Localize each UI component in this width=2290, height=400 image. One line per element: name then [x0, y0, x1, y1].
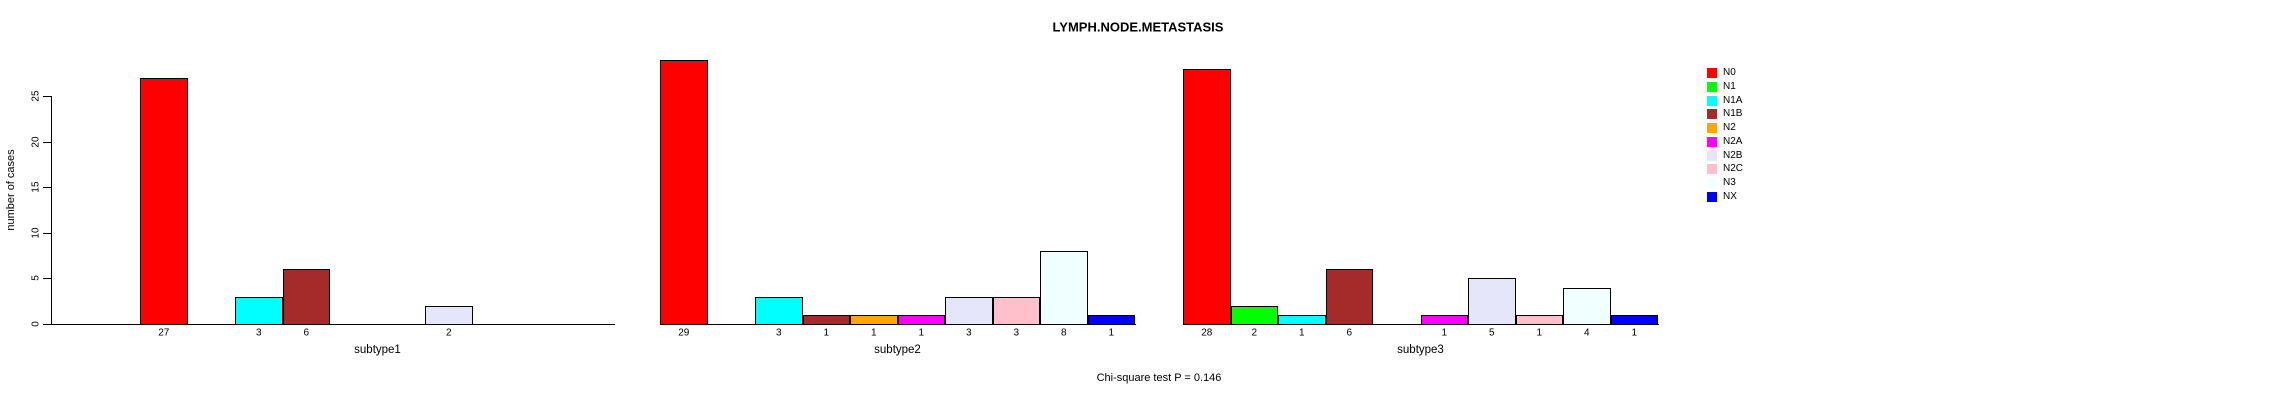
- legend-row-n2c: N2C: [1707, 163, 1744, 175]
- legend-row-n1a: N1A: [1707, 94, 1743, 106]
- legend-label: N2C: [1723, 163, 1744, 175]
- y-tick-mark: [43, 232, 51, 234]
- chi-square-footnote: Chi-square test P = 0.146: [1096, 372, 1222, 384]
- legend-row-n2: N2: [1707, 122, 1736, 134]
- bar-value-label: 3: [775, 327, 782, 339]
- panel-xlabel-subtype3: subtype3: [1397, 344, 1444, 356]
- legend-swatch-icon: [1707, 81, 1717, 92]
- bar-value-label: 8: [1060, 327, 1067, 339]
- bar-value-label: 1: [1108, 327, 1115, 339]
- legend-row-n2b: N2B: [1707, 149, 1743, 161]
- y-tick-label: 15: [30, 181, 42, 193]
- legend-row-n0: N0: [1707, 68, 1736, 78]
- legend-label: N3: [1723, 177, 1736, 189]
- bar-value-label: 4: [1583, 327, 1590, 339]
- legend-swatch-icon: [1707, 178, 1717, 189]
- bar-value-label: 2: [1251, 327, 1258, 339]
- legend-swatch-icon: [1707, 109, 1717, 120]
- legend-label: N2B: [1723, 149, 1743, 161]
- bar-value-label: 1: [918, 327, 925, 339]
- legend-label: N1A: [1723, 94, 1743, 106]
- bar-n1b: [802, 314, 850, 325]
- legend-label: N2A: [1723, 135, 1743, 147]
- bar-value-label: 5: [1488, 327, 1495, 339]
- panel-xlabel-subtype2: subtype2: [874, 344, 921, 356]
- bar-value-label: 1: [1631, 327, 1638, 339]
- bar-n1a: [1278, 314, 1326, 325]
- y-tick-label: 25: [30, 90, 42, 102]
- bar-n2: [850, 314, 898, 325]
- bar-n2b: [1468, 278, 1516, 325]
- bar-n3: [1563, 287, 1611, 325]
- bar-value-label: 6: [303, 327, 310, 339]
- legend-swatch-icon: [1707, 95, 1717, 106]
- bar-value-label: 3: [965, 327, 972, 339]
- y-tick-mark: [43, 324, 51, 325]
- y-tick-mark: [43, 278, 51, 280]
- legend-row-n1b: N1B: [1707, 108, 1743, 120]
- y-tick-label: 10: [30, 227, 42, 239]
- y-tick-label: 0: [30, 321, 42, 327]
- legend-swatch-icon: [1707, 68, 1717, 78]
- bar-value-label: 28: [1201, 327, 1213, 339]
- bar-n3: [1040, 251, 1088, 325]
- bar-value-label: 1: [1441, 327, 1448, 339]
- bar-n1a: [755, 296, 803, 325]
- legend-label: N2: [1723, 122, 1736, 134]
- bar-n1: [1230, 305, 1278, 325]
- legend-row-n1: N1: [1707, 80, 1736, 92]
- bar-value-label: 1: [1298, 327, 1305, 339]
- bar-n2c: [1515, 314, 1563, 325]
- legend-label: N1B: [1723, 108, 1743, 120]
- bar-value-label: 1: [1536, 327, 1543, 339]
- bar-value-label: 6: [1346, 327, 1353, 339]
- y-tick-mark: [43, 141, 51, 143]
- panel-baseline: [51, 324, 615, 325]
- legend-label: N1: [1723, 80, 1736, 92]
- y-tick-mark: [43, 96, 51, 97]
- y-tick-label: 5: [30, 275, 42, 282]
- bar-n0: [1183, 68, 1231, 325]
- legend-row-nx: NX: [1707, 191, 1737, 203]
- bar-n2a: [1420, 314, 1468, 325]
- legend-label: NX: [1723, 191, 1737, 203]
- y-tick-mark: [43, 187, 51, 189]
- bar-value-label: 1: [870, 327, 877, 339]
- legend-row-n2a: N2A: [1707, 135, 1743, 147]
- bar-n2a: [897, 314, 945, 325]
- chart-title: LYMPH.NODE.METASTASIS: [1052, 19, 1224, 35]
- bar-value-label: 3: [255, 327, 262, 339]
- y-tick-label: 20: [30, 136, 42, 148]
- bar-value-label: 3: [1013, 327, 1020, 339]
- legend-swatch-icon: [1707, 123, 1717, 134]
- bar-value-label: 29: [678, 327, 690, 339]
- legend-label: N0: [1723, 67, 1736, 78]
- bar-n2c: [992, 296, 1040, 325]
- bar-value-label: 27: [158, 327, 170, 339]
- bar-n0: [660, 59, 708, 325]
- bar-n2b: [945, 296, 993, 325]
- legend-swatch-icon: [1707, 192, 1717, 203]
- bar-n1b: [1325, 269, 1373, 325]
- bar-nx: [1087, 314, 1135, 325]
- bar-nx: [1610, 314, 1658, 325]
- legend-swatch-icon: [1707, 164, 1717, 175]
- bar-n2b: [425, 305, 473, 325]
- y-axis-line: [51, 96, 52, 325]
- panel-xlabel-subtype1: subtype1: [354, 344, 401, 356]
- bar-n1b: [282, 269, 330, 325]
- legend-swatch-icon: [1707, 136, 1717, 147]
- y-axis-label: number of cases: [5, 149, 17, 231]
- bar-n1a: [235, 296, 283, 325]
- bar-value-label: 2: [445, 327, 452, 339]
- legend-swatch-icon: [1707, 150, 1717, 161]
- legend-row-n3: N3: [1707, 177, 1736, 189]
- bar-n0: [140, 77, 188, 325]
- bar-value-label: 1: [823, 327, 830, 339]
